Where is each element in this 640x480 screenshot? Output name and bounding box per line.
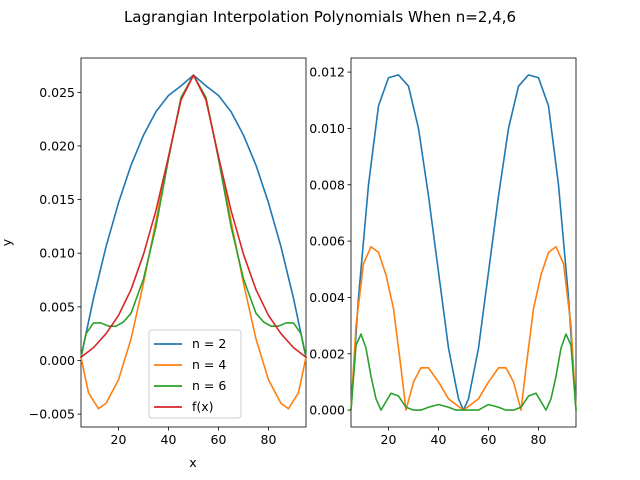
y-tick-label: 0.000	[39, 353, 75, 368]
right-plot-y-ticks: 0.000 0.002 0.004 0.006 0.008 0.010 0.012	[309, 65, 351, 418]
y-axis-label: y	[0, 238, 14, 246]
x-tick-label: 80	[261, 432, 277, 447]
y-tick-label: 0.010	[39, 246, 75, 261]
legend-entry-n2: n = 2	[154, 336, 226, 351]
x-tick-label: 20	[381, 432, 397, 447]
series-line-f-x	[80, 74, 307, 359]
y-tick-label: 0.002	[309, 346, 345, 361]
x-axis-label: x	[189, 455, 196, 470]
left-plot: 20 40 60 80 −0.005 0.000 0.005 0.010 0.015 0.020…	[0, 57, 307, 470]
x-tick-label: 40	[431, 432, 447, 447]
y-tick-label: 0.005	[39, 299, 75, 314]
right-plot-x-ticks: 20 40 60 80	[381, 427, 547, 447]
series-line-n-2	[350, 74, 577, 411]
y-tick-label: 0.000	[309, 403, 345, 418]
series-line-n-6	[350, 333, 577, 411]
left-plot-series	[80, 74, 307, 410]
legend-label-n6: n = 6	[192, 378, 226, 393]
series-line-n-2	[80, 74, 307, 359]
y-tick-label: 0.015	[39, 192, 75, 207]
left-plot-y-ticks: −0.005 0.000 0.005 0.010 0.015 0.020 0.025	[29, 85, 81, 422]
legend-label-fx: f(x)	[192, 399, 214, 414]
left-plot-x-ticks: 20 40 60 80	[111, 427, 277, 447]
right-plot-frame	[350, 57, 577, 428]
legend-box	[148, 329, 242, 419]
left-plot-frame	[80, 57, 307, 428]
y-tick-label: 0.008	[309, 177, 345, 192]
y-tick-label: 0.004	[309, 290, 345, 305]
legend-label-n4: n = 4	[192, 357, 226, 372]
y-tick-label: 0.010	[309, 121, 345, 136]
x-tick-label: 40	[161, 432, 177, 447]
x-tick-label: 20	[111, 432, 127, 447]
legend-entry-fx: f(x)	[154, 399, 214, 414]
legend-entry-n4: n = 4	[154, 357, 226, 372]
x-tick-label: 60	[481, 432, 497, 447]
x-tick-label: 80	[531, 432, 547, 447]
figure-title: Lagrangian Interpolation Polynomials Whe…	[124, 8, 516, 26]
right-plot-series	[350, 74, 577, 411]
x-tick-label: 60	[211, 432, 227, 447]
legend-label-n2: n = 2	[192, 336, 226, 351]
right-plot: 20 40 60 80 0.0000.0020.0040.0060.0080.0100…	[309, 57, 577, 447]
y-tick-label: 0.020	[39, 138, 75, 153]
y-tick-label: 0.025	[39, 85, 75, 100]
series-line-n-4	[350, 245, 577, 411]
y-tick-label: −0.005	[29, 407, 75, 422]
y-tick-label: 0.012	[309, 65, 345, 80]
legend-entry-n6: n = 6	[154, 378, 226, 393]
legend: n = 2 n = 4 n = 6 f(x)	[148, 329, 242, 419]
y-tick-label: 0.006	[309, 234, 345, 249]
